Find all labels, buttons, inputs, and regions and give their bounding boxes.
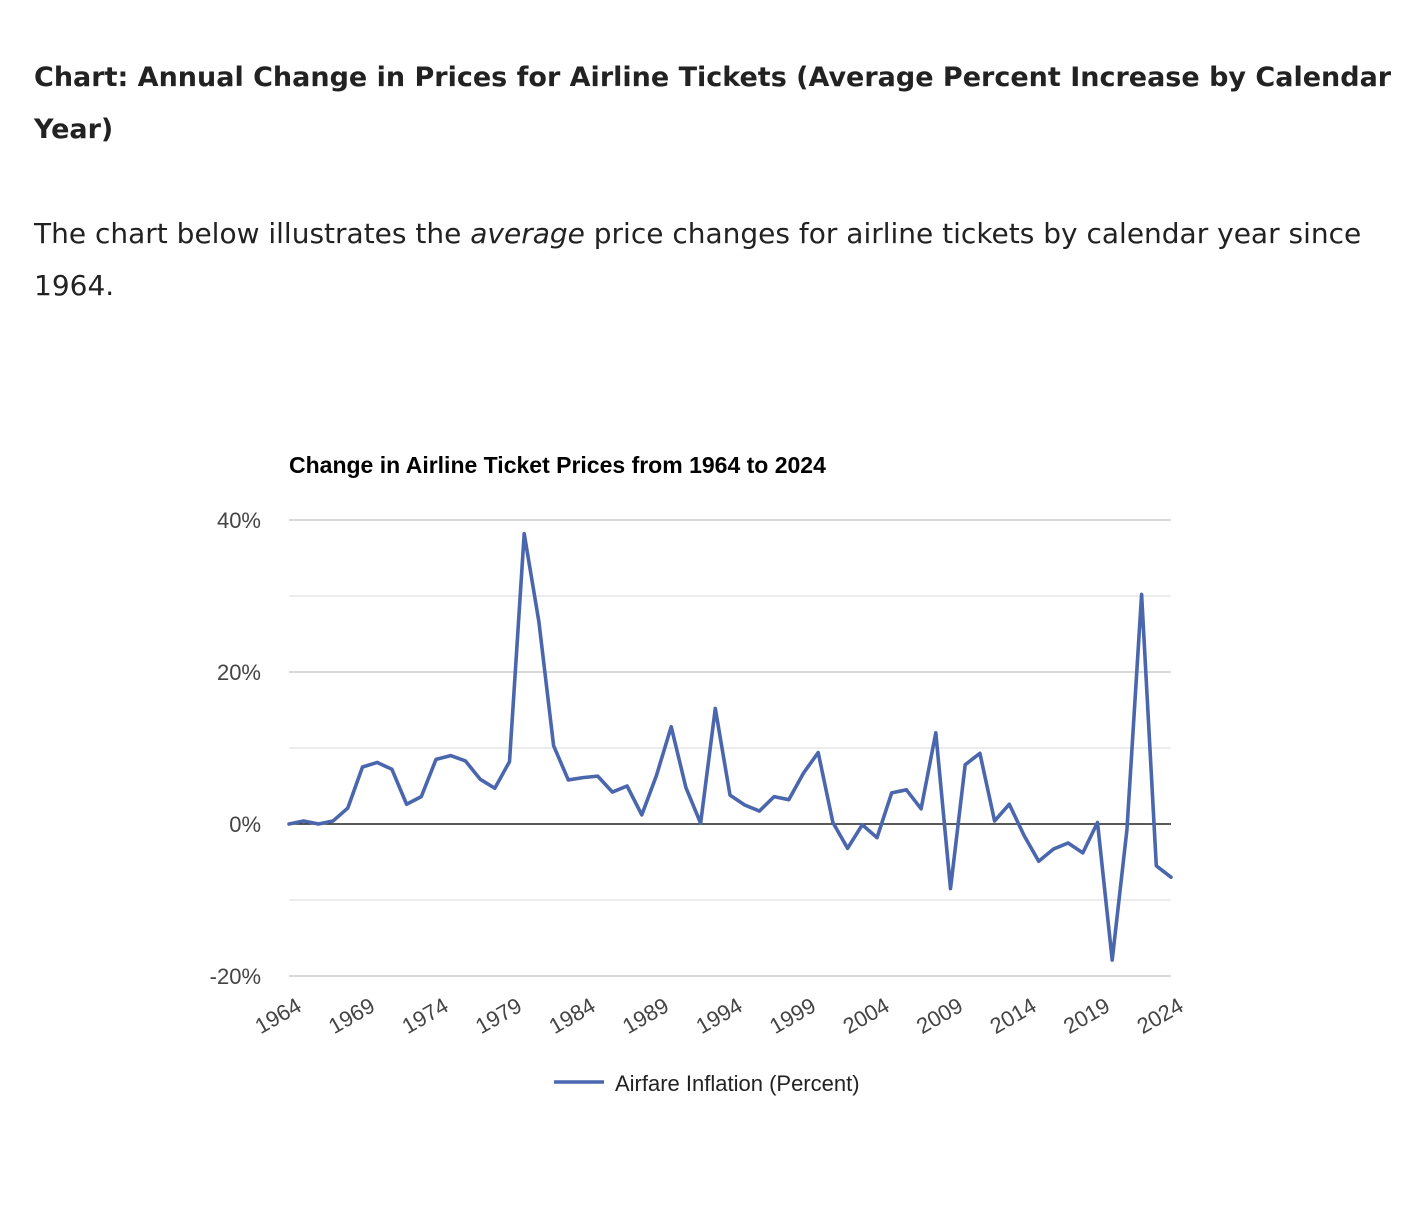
data-point (772, 795, 776, 799)
x-tick-label: 1969 (324, 993, 379, 1039)
data-point (1169, 875, 1173, 879)
data-point (478, 777, 482, 781)
data-point (1110, 958, 1114, 962)
data-point (816, 751, 820, 755)
y-tick-label: -20% (210, 964, 261, 989)
data-point (978, 751, 982, 755)
x-tick-label: 1964 (251, 993, 306, 1039)
x-tick-label: 2019 (1059, 993, 1114, 1039)
data-point (802, 771, 805, 775)
y-tick-label: 20% (217, 660, 261, 685)
data-point (934, 731, 938, 735)
data-point (890, 791, 894, 795)
data-point (728, 793, 732, 797)
data-point (537, 620, 541, 624)
data-point (581, 776, 585, 780)
data-point (1096, 820, 1099, 824)
series-layer (287, 531, 1173, 962)
article-heading: Chart: Annual Change in Prices for Airli… (34, 62, 1392, 145)
data-point (434, 757, 438, 761)
data-point (610, 790, 614, 794)
series-line-airfare-inflation (287, 531, 1173, 962)
chart-title: Change in Airline Ticket Prices from 196… (289, 452, 826, 478)
data-point (875, 836, 879, 840)
x-tick-label: 1984 (545, 993, 600, 1039)
data-point (419, 795, 423, 799)
data-point (493, 786, 497, 790)
data-point (405, 802, 409, 806)
x-tick-label: 1994 (692, 993, 747, 1039)
data-point (1140, 592, 1144, 596)
data-point (361, 765, 364, 769)
data-point (669, 725, 673, 729)
y-axis-tick-labels: 40% 20% 0% -20% (210, 508, 261, 989)
data-point (1154, 864, 1158, 868)
y-tick-label: 40% (217, 508, 261, 533)
data-point (390, 767, 394, 771)
data-point (713, 706, 717, 710)
data-point (993, 819, 997, 823)
data-point (831, 820, 835, 824)
data-point (449, 754, 453, 758)
data-point (904, 788, 908, 792)
x-tick-label: 1999 (765, 993, 820, 1039)
data-point (684, 786, 688, 790)
x-tick-label: 1974 (398, 993, 453, 1039)
data-point (949, 887, 952, 891)
data-point (331, 819, 335, 823)
data-point (287, 822, 291, 826)
data-point (640, 813, 644, 817)
data-point (963, 763, 967, 767)
x-tick-label: 1989 (618, 993, 673, 1039)
article-intro: The chart below illustrates the average … (34, 208, 1394, 312)
data-point (316, 822, 320, 826)
x-axis-tick-labels: 1964 1969 1974 1979 1984 1989 1994 1999 2004 2009… (251, 993, 1188, 1039)
data-point (1125, 828, 1129, 832)
legend-label: Airfare Inflation (Percent) (615, 1071, 860, 1096)
data-point (1022, 833, 1026, 837)
data-point (346, 806, 350, 810)
data-point (625, 784, 629, 788)
data-point (1066, 841, 1070, 845)
x-tick-label: 2024 (1133, 993, 1188, 1039)
data-point (1051, 847, 1055, 851)
data-point (596, 774, 600, 778)
data-point (463, 759, 467, 763)
legend: Airfare Inflation (Percent) (554, 1071, 860, 1096)
intro-emphasis: average (470, 217, 585, 250)
data-point (566, 778, 570, 782)
data-point (522, 532, 526, 536)
data-point (375, 760, 379, 764)
y-tick-label: 0% (229, 812, 261, 837)
data-point (655, 773, 658, 777)
data-point (699, 821, 703, 825)
x-tick-label: 2014 (986, 993, 1041, 1039)
data-point (1007, 802, 1011, 806)
data-point (846, 846, 850, 850)
x-tick-label: 2004 (839, 993, 894, 1039)
data-point (508, 760, 511, 764)
data-point (1037, 859, 1041, 863)
x-tick-label: 1979 (471, 993, 526, 1039)
data-point (787, 798, 791, 802)
data-point (743, 803, 747, 807)
intro-text-end: price changes for airline tickets by cal… (34, 217, 1362, 302)
data-point (919, 807, 923, 811)
x-tick-label: 2009 (912, 993, 967, 1039)
gridlines (289, 519, 1171, 977)
data-point (757, 809, 761, 813)
data-point (1081, 851, 1085, 855)
intro-text-start: The chart below illustrates the (34, 217, 471, 250)
data-point (860, 823, 864, 827)
data-point (552, 744, 556, 748)
data-point (302, 819, 306, 823)
